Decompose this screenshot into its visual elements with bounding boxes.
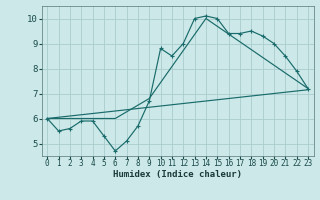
X-axis label: Humidex (Indice chaleur): Humidex (Indice chaleur) xyxy=(113,170,242,179)
